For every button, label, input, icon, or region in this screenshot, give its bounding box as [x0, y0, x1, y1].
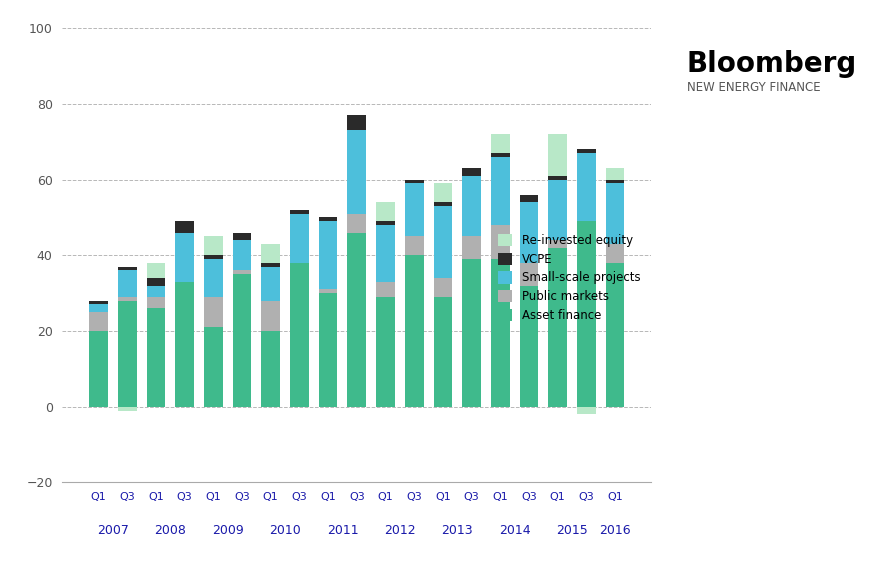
Bar — [348, 130, 366, 214]
Bar — [290, 214, 309, 263]
Bar — [520, 286, 538, 407]
Bar — [89, 301, 108, 305]
Bar — [118, 297, 136, 301]
Text: 2012: 2012 — [384, 524, 416, 537]
Bar — [261, 244, 280, 263]
Bar — [233, 270, 252, 274]
Bar — [146, 263, 165, 278]
Bar — [146, 309, 165, 407]
Bar — [606, 168, 624, 180]
Bar — [520, 263, 538, 286]
Bar — [261, 266, 280, 301]
Bar — [577, 153, 596, 221]
Bar — [434, 203, 452, 206]
Text: Bloomberg: Bloomberg — [687, 50, 857, 79]
Bar — [491, 259, 509, 407]
Bar — [462, 236, 481, 259]
Bar — [376, 225, 395, 282]
Text: 2014: 2014 — [499, 524, 531, 537]
Bar — [118, 301, 136, 407]
Bar — [176, 233, 194, 282]
Bar — [146, 286, 165, 297]
Bar — [118, 266, 136, 270]
Bar — [434, 206, 452, 278]
Bar — [376, 203, 395, 221]
Bar — [318, 289, 337, 293]
Bar — [405, 183, 424, 236]
Bar — [549, 134, 567, 176]
Bar — [290, 210, 309, 214]
Bar — [405, 180, 424, 183]
Bar — [462, 259, 481, 407]
Bar — [204, 297, 223, 327]
Bar — [261, 331, 280, 407]
Bar — [376, 297, 395, 407]
Bar — [606, 180, 624, 183]
Bar — [606, 183, 624, 244]
Bar — [348, 214, 366, 233]
Text: 2010: 2010 — [269, 524, 301, 537]
Bar — [549, 180, 567, 240]
Bar — [577, 407, 596, 414]
Bar — [318, 221, 337, 289]
Bar — [606, 263, 624, 407]
Text: 2015: 2015 — [556, 524, 588, 537]
Bar — [491, 153, 509, 157]
Bar — [348, 233, 366, 407]
Bar — [491, 134, 509, 153]
Bar — [405, 236, 424, 255]
Bar — [89, 331, 108, 407]
Bar — [434, 278, 452, 297]
Text: 2009: 2009 — [211, 524, 244, 537]
Legend: Re-invested equity, VCPE, Small-scale projects, Public markets, Asset finance: Re-invested equity, VCPE, Small-scale pr… — [493, 229, 645, 327]
Text: 2011: 2011 — [326, 524, 359, 537]
Bar — [606, 244, 624, 263]
Bar — [204, 259, 223, 297]
Bar — [204, 236, 223, 255]
Text: 2013: 2013 — [442, 524, 473, 537]
Text: NEW ENERGY FINANCE: NEW ENERGY FINANCE — [687, 81, 821, 94]
Bar — [146, 297, 165, 309]
Bar — [89, 305, 108, 312]
Bar — [462, 168, 481, 176]
Bar — [520, 203, 538, 263]
Bar — [434, 183, 452, 203]
Text: 2008: 2008 — [154, 524, 186, 537]
Bar — [376, 282, 395, 297]
Bar — [318, 293, 337, 407]
Bar — [233, 274, 252, 407]
Bar — [318, 218, 337, 221]
Bar — [261, 301, 280, 331]
Bar — [577, 149, 596, 153]
Bar — [462, 176, 481, 236]
Bar — [233, 240, 252, 270]
Bar — [233, 233, 252, 240]
Bar — [290, 263, 309, 407]
Bar — [204, 255, 223, 259]
Bar — [434, 297, 452, 407]
Bar — [176, 221, 194, 233]
Bar — [376, 221, 395, 225]
Bar — [204, 327, 223, 407]
Text: 2016: 2016 — [599, 524, 631, 537]
Bar — [176, 282, 194, 407]
Bar — [577, 221, 596, 407]
Bar — [549, 240, 567, 248]
Bar — [491, 157, 509, 225]
Bar — [118, 407, 136, 411]
Bar — [89, 312, 108, 331]
Bar — [549, 248, 567, 407]
Bar — [348, 115, 366, 130]
Bar — [549, 176, 567, 180]
Bar — [491, 225, 509, 259]
Text: 2007: 2007 — [97, 524, 128, 537]
Bar — [146, 278, 165, 286]
Bar — [118, 270, 136, 297]
Bar — [261, 263, 280, 266]
Bar — [520, 195, 538, 203]
Bar — [405, 255, 424, 407]
